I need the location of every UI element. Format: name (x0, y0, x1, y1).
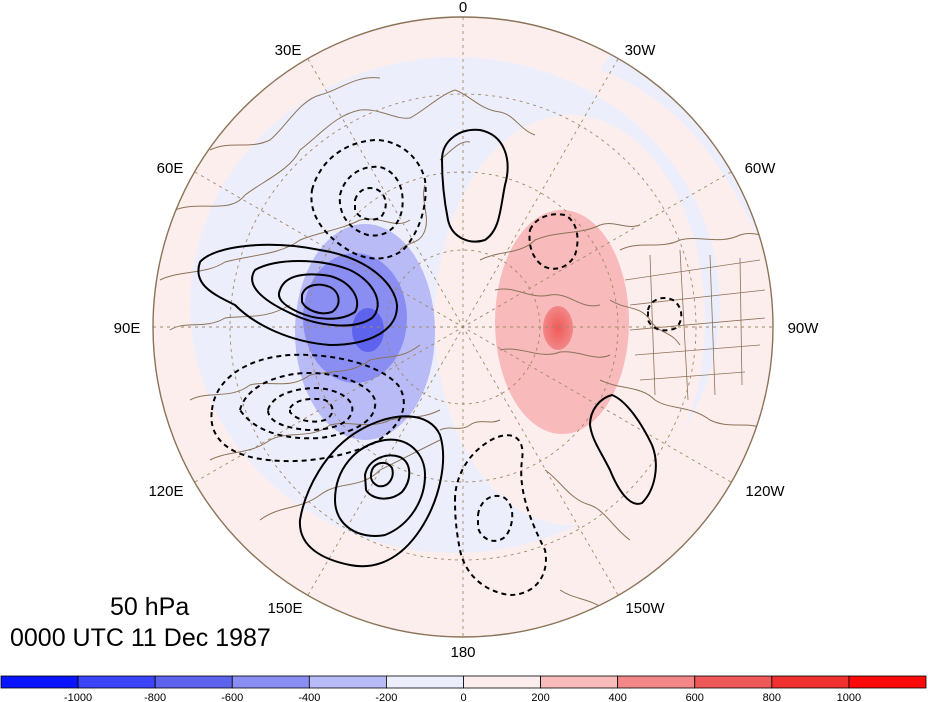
lon-label-0: 0 (459, 0, 467, 16)
lon-label-120e: 120E (148, 483, 183, 500)
dashed-contour-lines (210, 138, 683, 597)
colorbar-swatch (463, 675, 541, 689)
lon-label-30w: 30W (625, 42, 657, 59)
us-state-boundaries (624, 249, 766, 401)
colorbar-swatch (0, 675, 79, 689)
colorbar-tick-label: 200 (531, 692, 549, 702)
colorbar-tick-label: -400 (298, 692, 320, 702)
level-label: 50 hPa (110, 593, 190, 621)
colorbar-tick-label: -800 (144, 692, 166, 702)
colorbar-swatch (154, 675, 233, 689)
time-label: 0000 UTC 11 Dec 1987 (10, 624, 271, 652)
colorbar-swatch (231, 675, 310, 689)
lon-label-30e: 30E (275, 42, 302, 59)
colorbar-swatch (694, 675, 773, 689)
lon-label-60e: 60E (157, 160, 184, 177)
colorbar-swatch (848, 675, 927, 689)
contour-lines (197, 128, 657, 568)
colorbar-tick-label: -1000 (64, 692, 92, 702)
colorbar-swatch (540, 675, 619, 689)
colorbar-swatch (77, 675, 156, 689)
colorbar-tick-label: 800 (763, 692, 781, 702)
colorbar-swatch (308, 675, 387, 689)
lon-label-150w: 150W (625, 600, 665, 617)
lon-label-150e: 150E (267, 600, 302, 617)
lon-label-90w: 90W (788, 320, 820, 337)
colorbar-swatch (617, 675, 696, 689)
colorbar-tick-label: 0 (460, 692, 466, 702)
lon-label-180: 180 (450, 644, 475, 661)
lon-label-90e: 90E (114, 320, 141, 337)
lon-label-120w: 120W (745, 483, 785, 500)
colorbar-tick-label: 400 (608, 692, 626, 702)
colorbar-swatch (386, 675, 464, 689)
longitude-labels: 0 30W 60W 90W 120W 150W 180 150E 120E 90… (114, 0, 820, 661)
map-outline (152, 16, 774, 638)
colorbar: -1000 -800 -600 -400 -200 0 200 400 600 800 1000 (0, 675, 927, 702)
colorbar-tick-label: 1000 (837, 692, 861, 702)
lon-label-60w: 60W (745, 160, 777, 177)
colorbar-tick-label: -200 (375, 692, 397, 702)
colorbar-tick-label: 600 (686, 692, 704, 702)
colorbar-tick-label: -600 (221, 692, 243, 702)
colorbar-swatch (771, 675, 850, 689)
